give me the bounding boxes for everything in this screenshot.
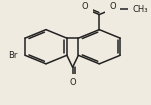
Text: O: O	[109, 2, 116, 11]
Text: CH₃: CH₃	[132, 5, 148, 14]
Text: O: O	[82, 2, 88, 11]
Text: Br: Br	[8, 51, 18, 60]
Text: O: O	[69, 78, 76, 87]
